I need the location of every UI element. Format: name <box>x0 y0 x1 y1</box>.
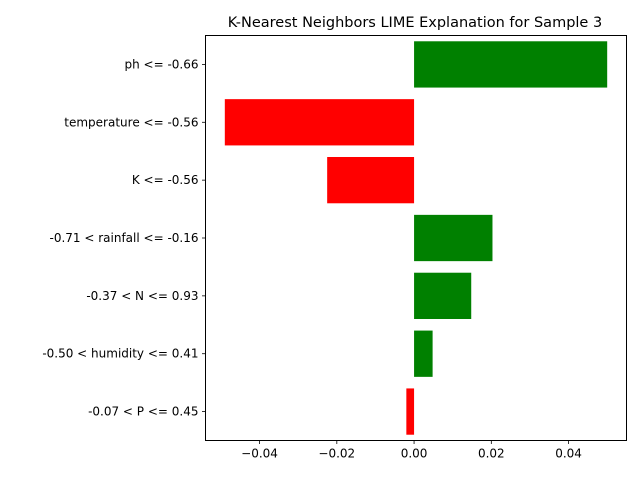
y-axis-ticks: ph <= -0.66 temperature <= -0.56 K <= -0.5… <box>42 57 206 419</box>
bar-3 <box>414 214 493 262</box>
bar-6 <box>406 388 415 435</box>
y-tick-label: -0.37 < N <= 0.93 <box>86 289 198 303</box>
x-tick-label: 0.04 <box>555 447 582 461</box>
x-tick-label: 0.00 <box>401 447 428 461</box>
y-tick-label: -0.07 < P <= 0.45 <box>88 405 198 419</box>
x-tick-label: −0.04 <box>241 447 278 461</box>
x-axis-ticks: −0.04 −0.02 0.00 0.02 0.04 <box>241 440 582 461</box>
bar-4 <box>414 272 472 319</box>
bar-0 <box>414 41 608 88</box>
chart-title: K-Nearest Neighbors LIME Explanation for… <box>228 15 602 31</box>
x-tick-label: 0.02 <box>478 447 505 461</box>
bar-5 <box>414 330 433 377</box>
y-tick-label: -0.50 < humidity <= 0.41 <box>42 347 198 361</box>
plot-area-frame <box>205 35 627 441</box>
x-tick-label: −0.02 <box>318 447 355 461</box>
y-tick-label: K <= -0.56 <box>132 173 199 187</box>
y-tick-label: -0.71 < rainfall <= -0.16 <box>50 231 199 245</box>
bars-group <box>224 41 608 435</box>
y-tick-label: temperature <= -0.56 <box>64 115 198 129</box>
bar-1 <box>224 99 415 146</box>
y-tick-label: ph <= -0.66 <box>124 57 198 71</box>
bar-2 <box>327 157 415 204</box>
